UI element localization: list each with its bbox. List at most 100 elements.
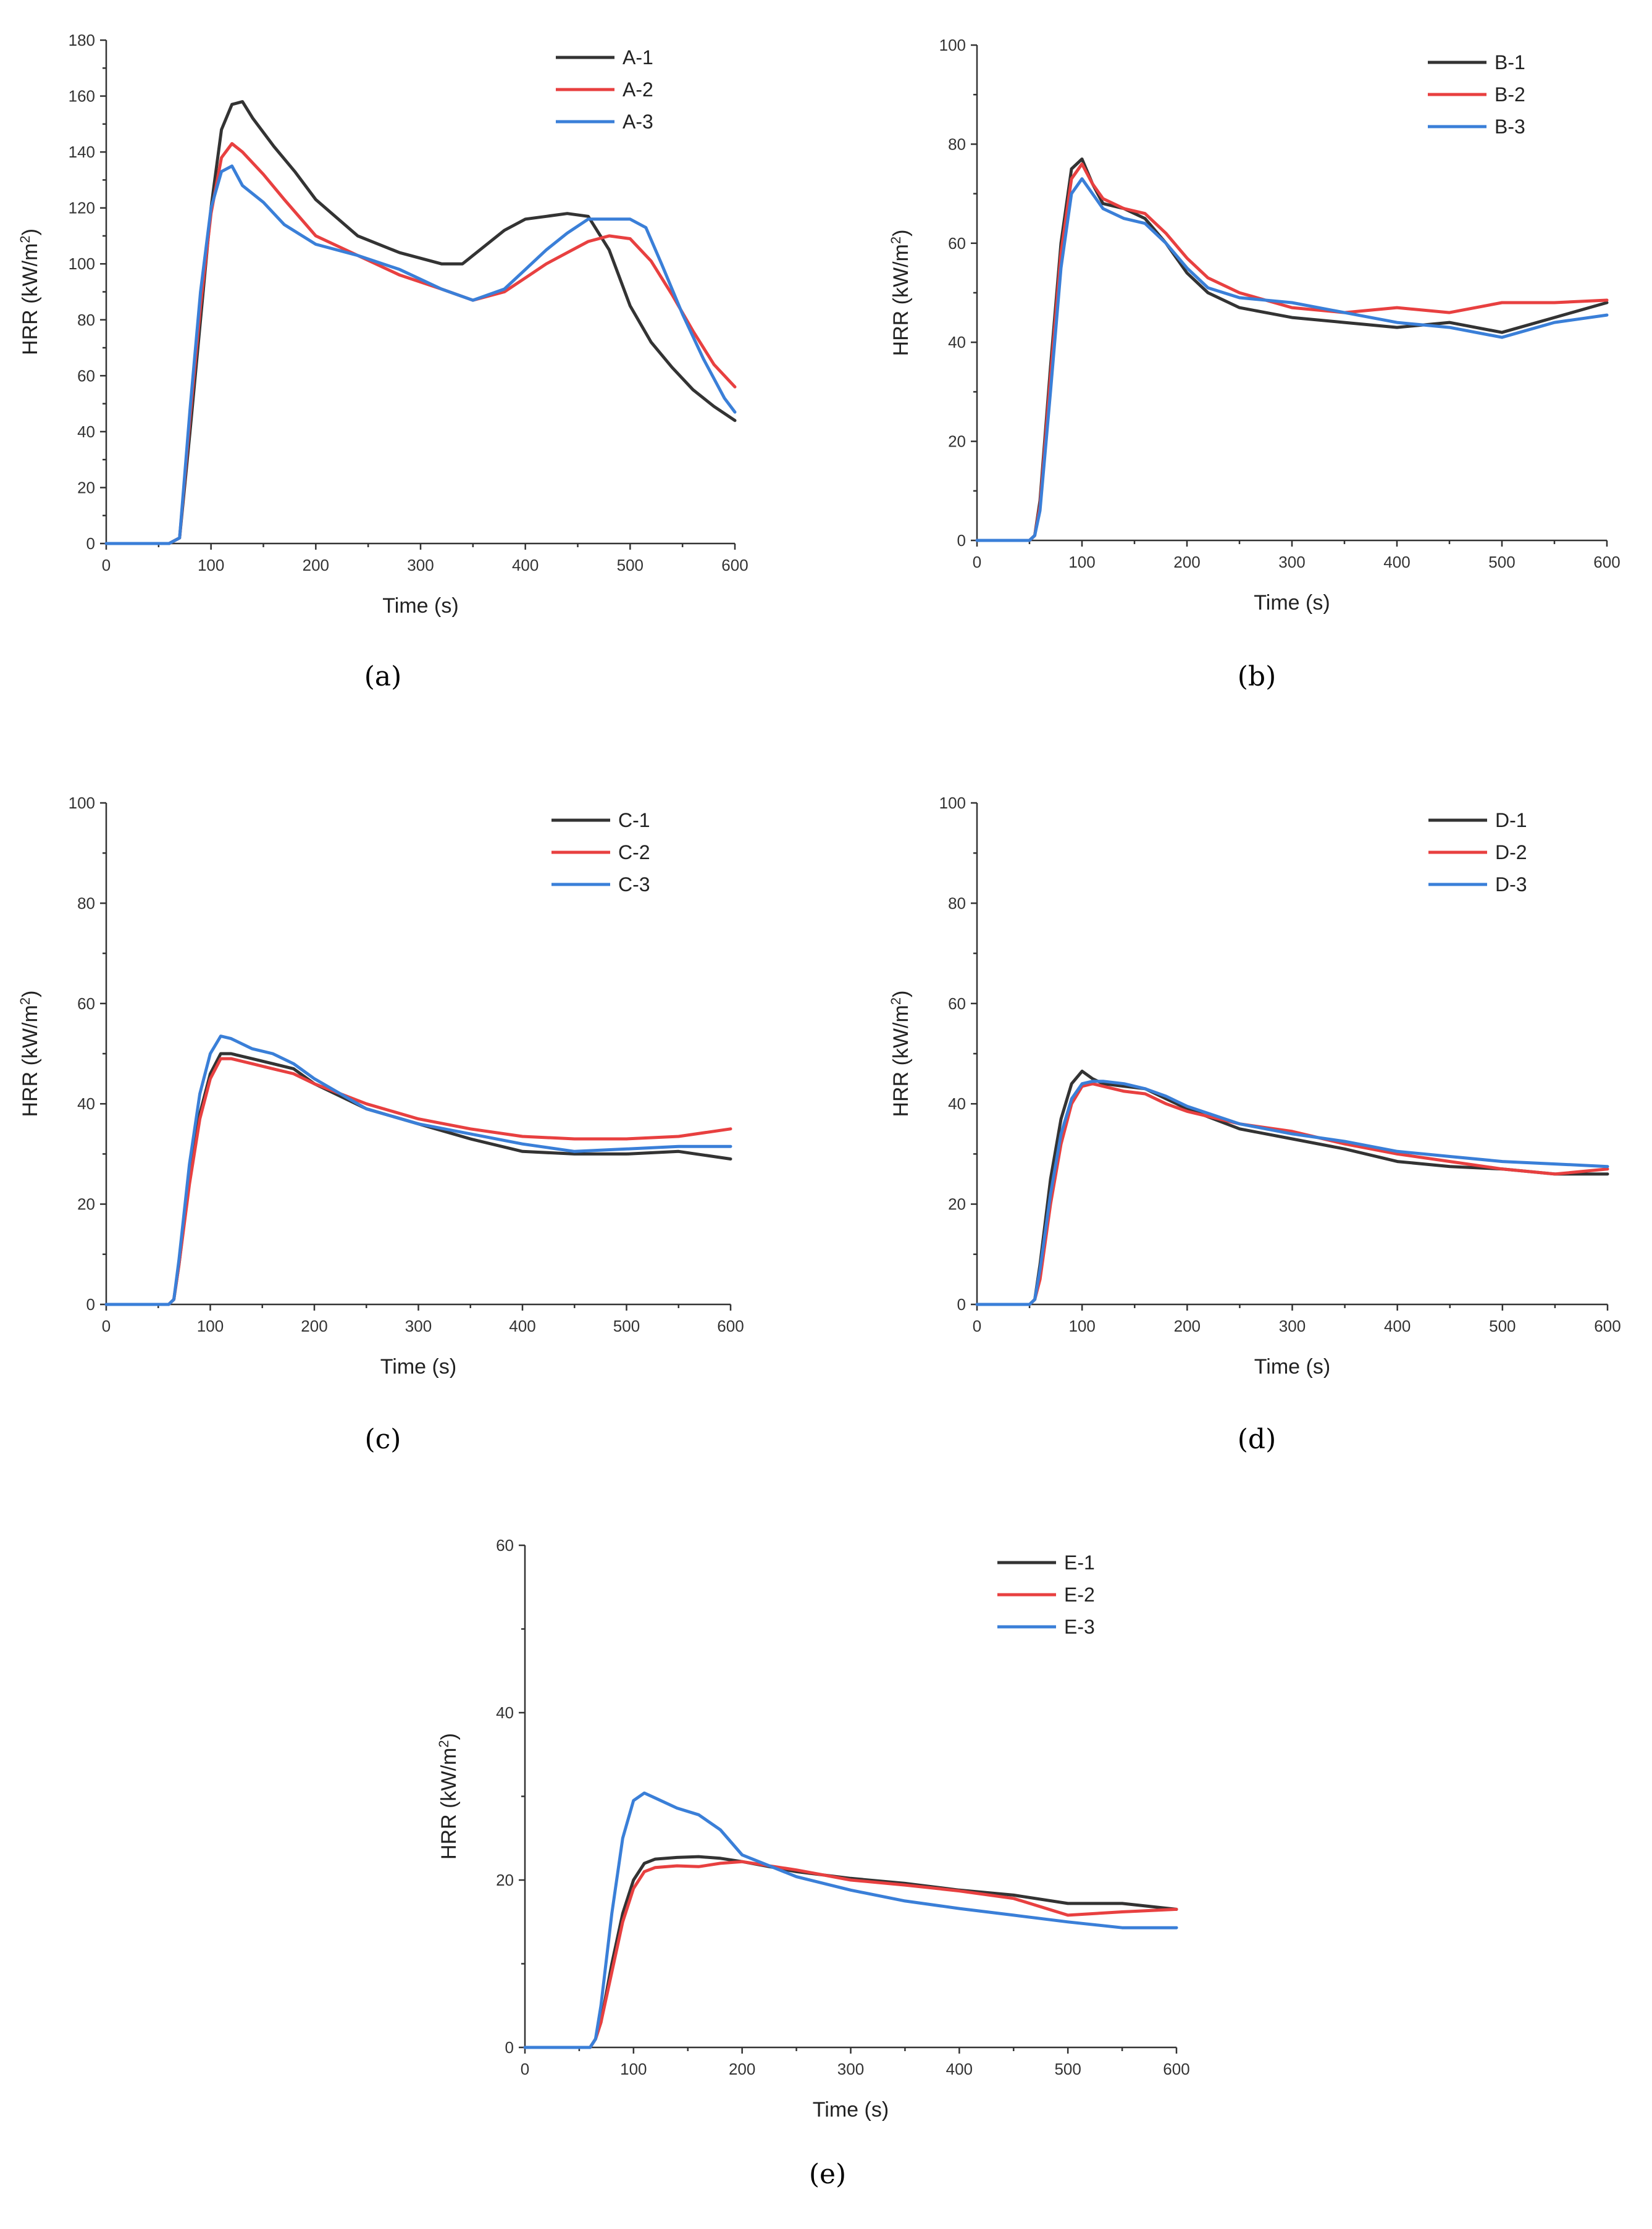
x-tick-label: 400	[1384, 1317, 1411, 1335]
x-tick-label: 600	[1594, 1317, 1621, 1335]
y-axis-label: HRR (kW/m2)	[17, 229, 42, 355]
y-tick-label: 0	[957, 531, 966, 550]
y-tick-label: 0	[86, 534, 95, 553]
series-line-A-1	[104, 100, 737, 545]
legend-label: B-3	[1495, 115, 1525, 138]
legend-label: A-2	[623, 78, 653, 101]
x-tick-label: 200	[301, 1317, 327, 1335]
y-tick-label: 0	[505, 2038, 514, 2057]
legend-label: D-1	[1495, 809, 1527, 831]
x-tick-label: 500	[617, 556, 644, 574]
y-tick-label: 100	[939, 36, 966, 54]
x-tick-label: 100	[620, 2060, 647, 2078]
y-tick-label: 40	[77, 422, 95, 441]
y-tick-label: 20	[496, 1871, 514, 1889]
chart-panel-3: 0 100 200 300 400 500 600 0 20 40 60 80 100 Time (s) H…	[17, 794, 744, 1455]
x-tick-label: 500	[1488, 553, 1515, 571]
y-tick-label: 100	[69, 794, 95, 812]
y-tick-label: 80	[948, 894, 966, 912]
y-tick-label: 20	[77, 478, 95, 497]
x-tick-label: 600	[717, 1317, 744, 1335]
x-tick-label: 300	[1279, 1317, 1306, 1335]
x-tick-label: 100	[198, 556, 224, 574]
x-axis-label: Time (s)	[382, 594, 458, 618]
y-tick-label: 40	[948, 1094, 966, 1113]
y-tick-label: 40	[948, 333, 966, 351]
y-tick-label: 160	[69, 87, 95, 106]
y-tick-label: 0	[957, 1295, 966, 1314]
legend-label: D-2	[1495, 841, 1527, 863]
series-line-E-1	[523, 1855, 1178, 2049]
x-tick-label: 0	[973, 553, 981, 571]
legend-label: D-3	[1495, 873, 1527, 896]
x-tick-label: 0	[521, 2060, 529, 2078]
x-tick-label: 100	[1068, 553, 1095, 571]
x-axis-label: Time (s)	[813, 2098, 889, 2122]
y-tick-label: 40	[496, 1703, 514, 1722]
legend-label: E-1	[1064, 1551, 1095, 1574]
x-tick-label: 100	[1068, 1317, 1095, 1335]
x-tick-label: 400	[1383, 553, 1410, 571]
panel-label: (b)	[1238, 661, 1277, 692]
x-tick-label: 600	[1163, 2060, 1189, 2078]
y-tick-label: 20	[948, 432, 966, 451]
x-tick-label: 200	[729, 2060, 755, 2078]
legend-label: B-1	[1495, 51, 1525, 73]
panel-label: (e)	[809, 2159, 846, 2190]
series-line-A-2	[104, 142, 737, 545]
series-line-E-3	[523, 1791, 1178, 2049]
series-line-B-1	[975, 157, 1609, 542]
x-tick-label: 600	[1593, 553, 1620, 571]
chart-panel-5: 0 100 200 300 400 500 600 0 20 40 60 Time (s) HRR (k…	[436, 1536, 1190, 2190]
x-tick-label: 0	[102, 556, 111, 574]
x-tick-label: 400	[509, 1317, 535, 1335]
y-tick-label: 40	[77, 1094, 95, 1113]
legend-label: B-2	[1495, 83, 1525, 106]
y-tick-label: 120	[69, 199, 95, 217]
y-tick-label: 140	[69, 143, 95, 161]
y-tick-label: 180	[69, 31, 95, 49]
x-axis-label: Time (s)	[1254, 591, 1330, 615]
chart-panel-2: 0 100 200 300 400 500 600 0 20 40 60 80 100 Time (s) H…	[888, 36, 1621, 692]
x-tick-label: 100	[197, 1317, 224, 1335]
y-tick-label: 100	[939, 794, 966, 812]
x-tick-label: 300	[405, 1317, 432, 1335]
series-line-E-2	[523, 1860, 1178, 2049]
x-axis-label: Time (s)	[1254, 1355, 1330, 1379]
x-tick-label: 500	[1489, 1317, 1516, 1335]
y-tick-label: 20	[948, 1195, 966, 1214]
x-tick-label: 400	[512, 556, 539, 574]
x-tick-label: 500	[1054, 2060, 1081, 2078]
x-axis-label: Time (s)	[380, 1355, 456, 1379]
y-tick-label: 100	[69, 254, 95, 273]
y-axis-label: HRR (kW/m2)	[888, 991, 913, 1117]
y-tick-label: 80	[77, 894, 95, 912]
y-tick-label: 60	[77, 366, 95, 385]
legend-label: C-2	[618, 841, 650, 863]
legend-label: E-3	[1064, 1616, 1095, 1638]
x-tick-label: 300	[1278, 553, 1305, 571]
legend-label: A-1	[623, 46, 653, 69]
x-tick-label: 600	[721, 556, 748, 574]
y-tick-label: 0	[86, 1295, 95, 1314]
y-tick-label: 20	[77, 1195, 95, 1214]
x-tick-label: 300	[837, 2060, 864, 2078]
y-tick-label: 80	[948, 135, 966, 153]
x-tick-label: 400	[946, 2060, 973, 2078]
series-line-A-3	[104, 164, 737, 545]
y-tick-label: 60	[948, 234, 966, 253]
x-tick-label: 200	[303, 556, 329, 574]
series-line-C-3	[104, 1035, 732, 1306]
series-line-B-3	[975, 177, 1609, 542]
legend-label: C-3	[618, 873, 650, 896]
x-tick-label: 500	[613, 1317, 640, 1335]
y-tick-label: 60	[77, 994, 95, 1013]
y-axis-label: HRR (kW/m2)	[436, 1733, 461, 1860]
y-axis-label: HRR (kW/m2)	[888, 230, 913, 356]
chart-panel-4: 0 100 200 300 400 500 600 0 20 40 60 80 100 Time (s) H…	[888, 794, 1621, 1455]
x-tick-label: 200	[1173, 553, 1200, 571]
y-tick-label: 60	[948, 994, 966, 1013]
legend-label: A-3	[623, 111, 653, 133]
chart-panel-1: 0 100 200 300 400 500 600 0 20 40 60 80 100 120 140 160…	[17, 31, 748, 692]
